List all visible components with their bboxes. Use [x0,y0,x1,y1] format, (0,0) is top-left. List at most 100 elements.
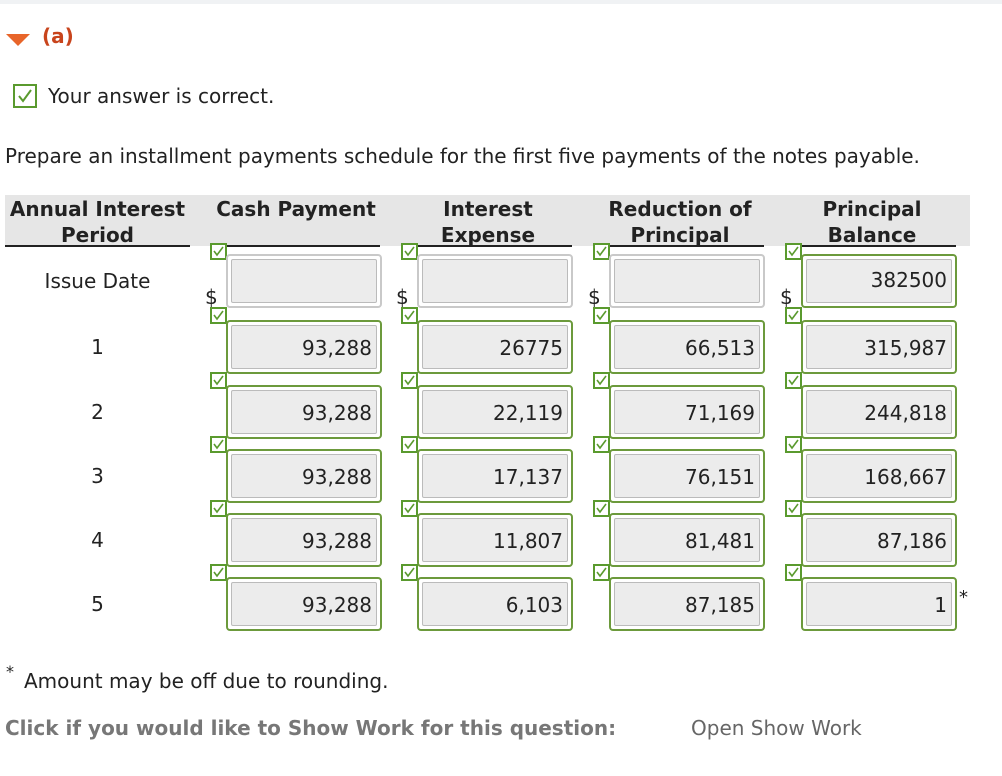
input-field[interactable]: 382500 [801,254,957,308]
input-value[interactable]: 93,288 [231,518,377,562]
input-field[interactable] [609,254,765,308]
input-value[interactable]: 71,169 [614,390,760,434]
check-icon [785,564,802,581]
check-icon [210,372,227,389]
header-underline [404,245,572,247]
check-icon [210,436,227,453]
check-icon [593,564,610,581]
check-icon [401,436,418,453]
period-label: 4 [91,528,104,552]
period-label: Issue Date [44,269,151,293]
header-underline [596,245,764,247]
show-work-link[interactable]: Open Show Work [691,716,862,740]
input-field[interactable]: 93,288 [226,385,382,439]
check-icon [593,500,610,517]
input-field[interactable]: 93,288 [226,577,382,631]
column-header: Annual Interest Period [9,197,186,247]
input-value[interactable]: 382500 [806,259,952,303]
input-field[interactable]: 315,987 [801,320,957,374]
check-icon [210,500,227,517]
input-value[interactable]: 17,137 [422,454,568,498]
input-value[interactable]: 93,288 [231,325,377,369]
check-icon [210,564,227,581]
input-value[interactable]: 81,481 [614,518,760,562]
input-value[interactable]: 93,288 [231,390,377,434]
part-label: (a) [42,24,74,48]
input-value[interactable]: 1 [806,582,952,626]
correct-icon [13,84,37,108]
input-value[interactable]: 93,288 [231,454,377,498]
check-icon [785,436,802,453]
check-icon [401,307,418,324]
check-icon [593,436,610,453]
input-value[interactable]: 87,185 [614,582,760,626]
input-field[interactable]: 66,513 [609,320,765,374]
input-field[interactable]: 93,288 [226,513,382,567]
check-icon [401,372,418,389]
period-label: 2 [91,400,104,424]
check-icon [785,243,802,260]
input-field[interactable]: 22,119 [417,385,573,439]
header-underline [788,245,956,247]
input-value[interactable]: 22,119 [422,390,568,434]
check-icon [210,243,227,260]
input-value[interactable]: 93,288 [231,582,377,626]
header-underline [212,245,380,247]
collapse-arrow[interactable] [6,34,30,46]
input-value[interactable]: 6,103 [422,582,568,626]
input-field[interactable]: 81,481 [609,513,765,567]
input-field[interactable]: 76,151 [609,449,765,503]
header-underline [5,245,190,247]
input-field[interactable]: 93,288 [226,320,382,374]
period-label: 1 [91,335,104,359]
input-field[interactable]: 71,169 [609,385,765,439]
input-field[interactable]: 1 [801,577,957,631]
input-value[interactable] [614,259,760,303]
currency-sign: $ [780,285,793,309]
input-field[interactable]: 6,103 [417,577,573,631]
check-icon [785,372,802,389]
currency-sign: $ [205,285,218,309]
input-value[interactable]: 168,667 [806,454,952,498]
top-bar [0,0,1002,4]
period-label: 3 [91,464,104,488]
check-icon [401,500,418,517]
input-value[interactable]: 66,513 [614,325,760,369]
input-value[interactable]: 87,186 [806,518,952,562]
input-field[interactable]: 244,818 [801,385,957,439]
check-icon [593,372,610,389]
input-field[interactable] [226,254,382,308]
check-icon [785,500,802,517]
input-field[interactable]: 11,807 [417,513,573,567]
show-work-prompt: Click if you would like to Show Work for… [5,716,617,740]
header-band [5,195,970,246]
input-value[interactable]: 11,807 [422,518,568,562]
currency-sign: $ [396,285,409,309]
column-header: Interest Expense [440,197,536,247]
check-icon [593,243,610,260]
column-header: Principal Balance [822,197,922,247]
input-field[interactable]: 168,667 [801,449,957,503]
input-value[interactable]: 76,151 [614,454,760,498]
column-header: Cash Payment [216,197,376,221]
input-value[interactable]: 315,987 [806,325,952,369]
input-field[interactable]: 26775 [417,320,573,374]
period-label: 5 [91,592,104,616]
currency-sign: $ [588,285,601,309]
check-icon [401,564,418,581]
input-value[interactable] [231,259,377,303]
footnote: Amount may be off due to rounding. [24,669,389,693]
input-value[interactable]: 244,818 [806,390,952,434]
input-value[interactable] [422,259,568,303]
status-text: Your answer is correct. [48,84,275,108]
input-value[interactable]: 26775 [422,325,568,369]
check-icon [593,307,610,324]
input-field[interactable]: 17,137 [417,449,573,503]
check-icon [401,243,418,260]
input-field[interactable]: 87,185 [609,577,765,631]
footnote-marker: * [6,662,14,681]
input-field[interactable] [417,254,573,308]
input-field[interactable]: 87,186 [801,513,957,567]
input-field[interactable]: 93,288 [226,449,382,503]
